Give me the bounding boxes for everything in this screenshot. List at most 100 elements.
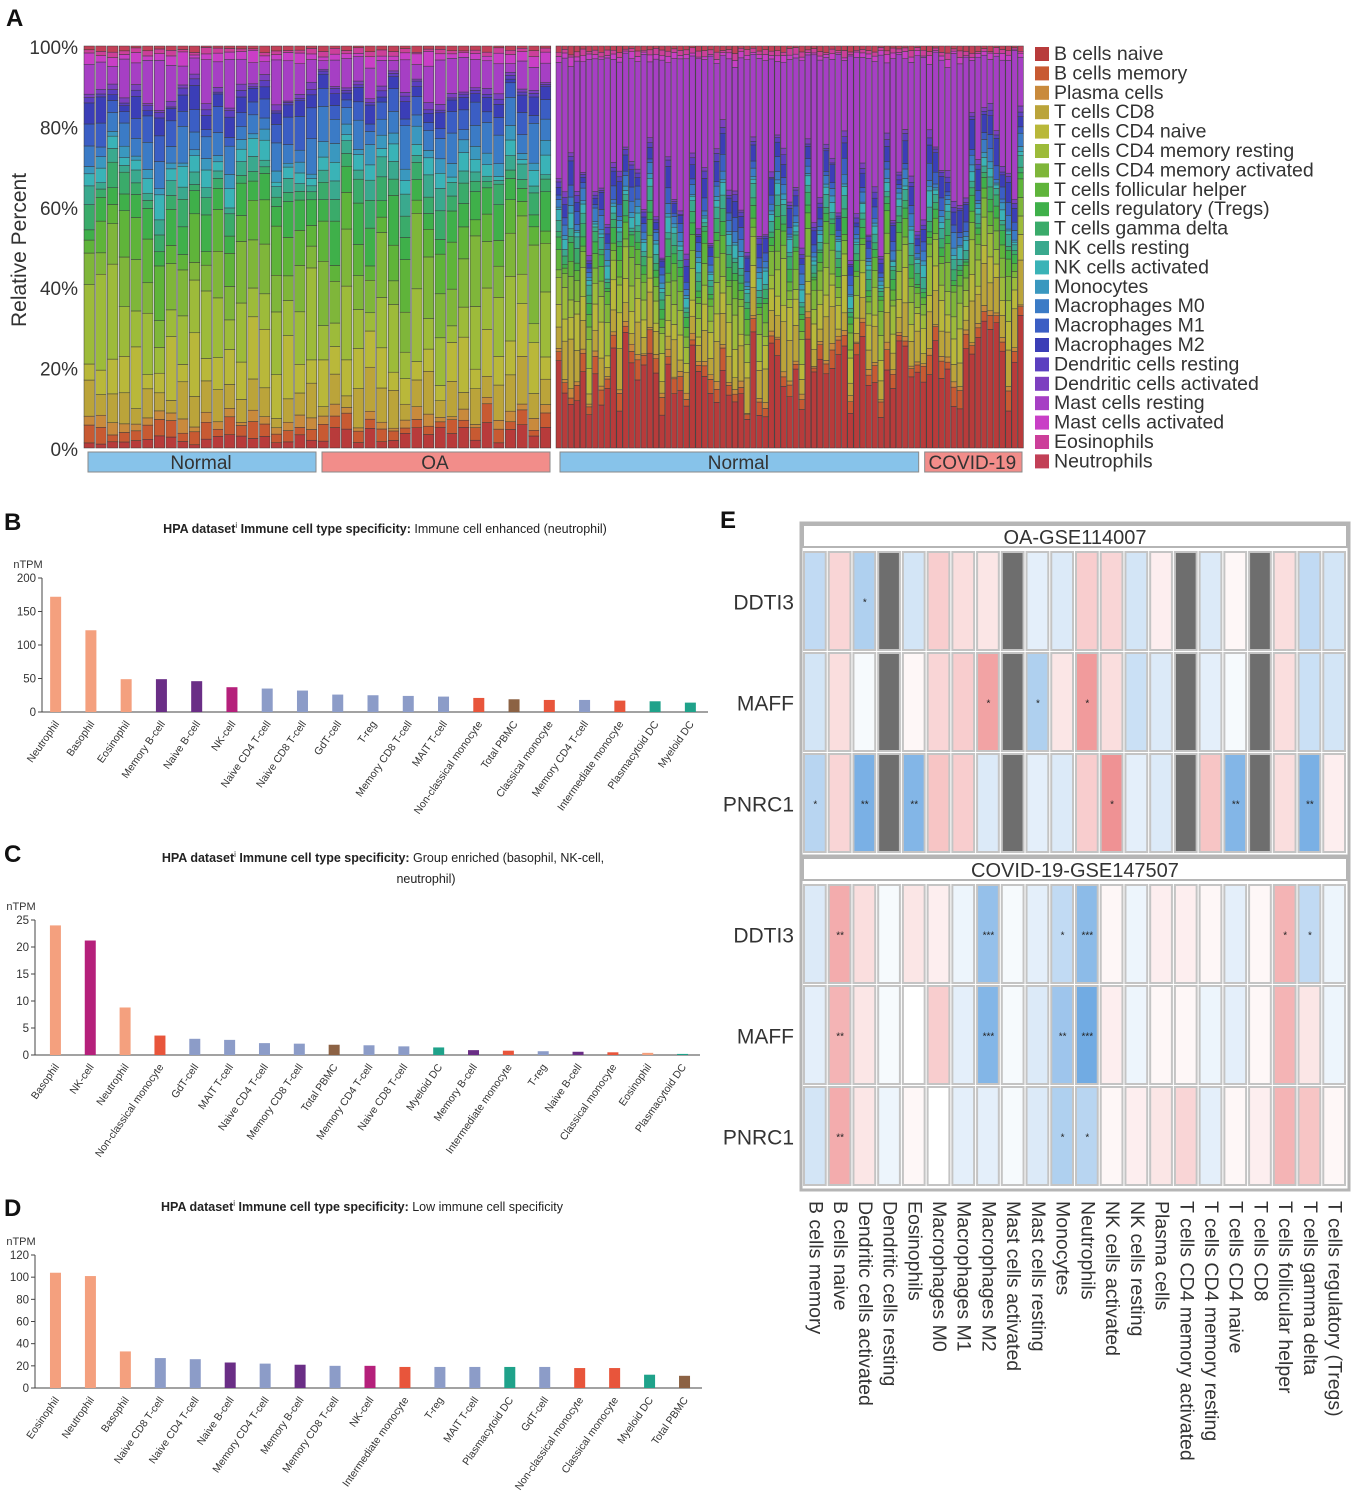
stacked-bar-segment xyxy=(932,50,939,53)
legend-entry: T cells CD4 memory resting xyxy=(1054,140,1294,162)
stacked-bar-segment xyxy=(573,280,580,302)
stacked-bar-segment xyxy=(646,54,653,63)
stacked-bar-segment xyxy=(528,50,540,57)
stacked-bar-segment xyxy=(653,286,659,302)
stacked-bar-segment xyxy=(707,55,714,244)
stacked-bar-segment xyxy=(969,210,976,223)
stacked-bar-segment xyxy=(732,67,738,192)
stacked-bar-segment xyxy=(1005,202,1012,216)
heatmap-cell xyxy=(901,753,926,853)
stacked-bar-segment xyxy=(689,344,696,449)
stacked-bar-segment xyxy=(628,227,635,232)
significance-star: ** xyxy=(1232,800,1240,811)
stacked-bar-segment xyxy=(504,45,516,51)
stacked-bar-segment xyxy=(604,388,611,449)
stacked-bar-segment xyxy=(890,261,897,267)
stacked-bar-segment xyxy=(653,300,659,324)
heatmap-column-label: Mast cells resting xyxy=(1027,1201,1049,1352)
stacked-bar-segment xyxy=(423,174,435,198)
stacked-bar-segment xyxy=(640,211,647,218)
stacked-bar-segment xyxy=(817,234,824,243)
legend-entry: T cells gamma delta xyxy=(1054,218,1228,240)
stacked-bar-segment xyxy=(944,361,951,370)
stacked-bar-segment xyxy=(677,276,684,292)
chart-title-line2: neutrophil) xyxy=(396,872,455,886)
y-tick-label: 0 xyxy=(30,707,36,719)
panel-label-b: B xyxy=(4,509,21,536)
stacked-bar-segment xyxy=(586,314,593,328)
stacked-bar-segment xyxy=(118,54,130,60)
stacked-bar-segment xyxy=(341,107,353,125)
stacked-bar-segment xyxy=(677,390,684,449)
stacked-bar-segment xyxy=(847,295,854,309)
stacked-bar-segment xyxy=(944,331,951,358)
stacked-bar-segment xyxy=(540,356,552,380)
stacked-bar-segment xyxy=(823,171,830,176)
stacked-bar-segment xyxy=(481,94,493,98)
stacked-bar-segment xyxy=(411,361,423,381)
stacked-bar-segment xyxy=(616,57,623,63)
stacked-bar-segment xyxy=(671,203,678,214)
stacked-bar-segment xyxy=(616,312,623,349)
stacked-bar-segment xyxy=(540,47,552,53)
stacked-bar-segment xyxy=(270,54,282,61)
stacked-bar-segment xyxy=(707,332,714,359)
heatmap-cell xyxy=(1075,652,1099,752)
bar xyxy=(679,1375,691,1388)
stacked-bar-segment xyxy=(823,45,830,53)
significance-star: ** xyxy=(1306,800,1314,811)
stacked-bar-segment xyxy=(847,316,854,325)
stacked-bar-segment xyxy=(504,54,516,64)
stacked-bar-segment xyxy=(352,169,364,180)
stacked-bar-segment xyxy=(750,205,757,219)
stacked-bar-segment xyxy=(756,303,763,308)
stacked-bar-segment xyxy=(744,334,751,345)
stacked-bar-segment xyxy=(902,51,909,59)
stacked-bar-segment xyxy=(504,199,516,234)
x-tick-label: T-reg xyxy=(526,1062,550,1089)
heatmap-cell xyxy=(1297,884,1322,984)
stacked-bar-segment xyxy=(817,270,824,291)
stacked-bar-segment xyxy=(376,96,388,103)
heatmap-block-frame xyxy=(799,854,1351,1192)
stacked-bar-segment xyxy=(829,59,836,159)
stacked-bar-segment xyxy=(975,233,982,245)
stacked-bar-segment xyxy=(235,435,247,449)
stacked-bar-segment xyxy=(306,138,318,175)
stacked-bar-segment xyxy=(341,45,353,51)
stacked-bar-segment xyxy=(969,187,976,196)
stacked-bar-segment xyxy=(659,260,666,268)
stacked-bar-segment xyxy=(189,396,201,428)
stacked-bar-segment xyxy=(677,55,684,60)
stacked-bar-segment xyxy=(177,186,189,200)
stacked-bar-segment xyxy=(622,146,629,150)
stacked-bar-segment xyxy=(294,434,306,449)
stacked-bar-segment xyxy=(481,152,493,165)
stacked-bar-segment xyxy=(364,104,376,125)
stacked-bar-segment xyxy=(224,207,236,215)
stacked-bar-segment xyxy=(865,349,872,370)
stacked-bar-segment xyxy=(859,317,866,323)
stacked-bar-segment xyxy=(738,251,745,257)
stacked-bar-segment xyxy=(306,185,318,193)
stacked-bar-segment xyxy=(573,313,580,351)
bar xyxy=(398,1046,410,1055)
stacked-bar-segment xyxy=(798,409,805,449)
stacked-bar-segment xyxy=(586,403,593,408)
significance-star: * xyxy=(1036,699,1040,710)
stacked-bar-segment xyxy=(586,45,593,52)
stacked-bar-segment xyxy=(981,177,988,189)
stacked-bar-segment xyxy=(83,93,95,98)
stacked-bar-segment xyxy=(329,346,341,375)
stacked-bar-segment xyxy=(944,199,951,205)
stacked-bar-segment xyxy=(780,147,787,155)
stacked-bar-segment xyxy=(177,49,189,53)
stacked-bar-segment xyxy=(780,386,787,449)
x-tick-label: T-reg xyxy=(356,719,380,746)
stacked-bar-segment xyxy=(956,259,963,266)
stacked-bar-segment xyxy=(804,143,811,147)
stacked-bar-segment xyxy=(768,203,775,212)
stacked-bar-segment xyxy=(738,345,745,382)
stacked-bar-segment xyxy=(224,286,236,321)
stacked-bar-segment xyxy=(165,45,177,51)
